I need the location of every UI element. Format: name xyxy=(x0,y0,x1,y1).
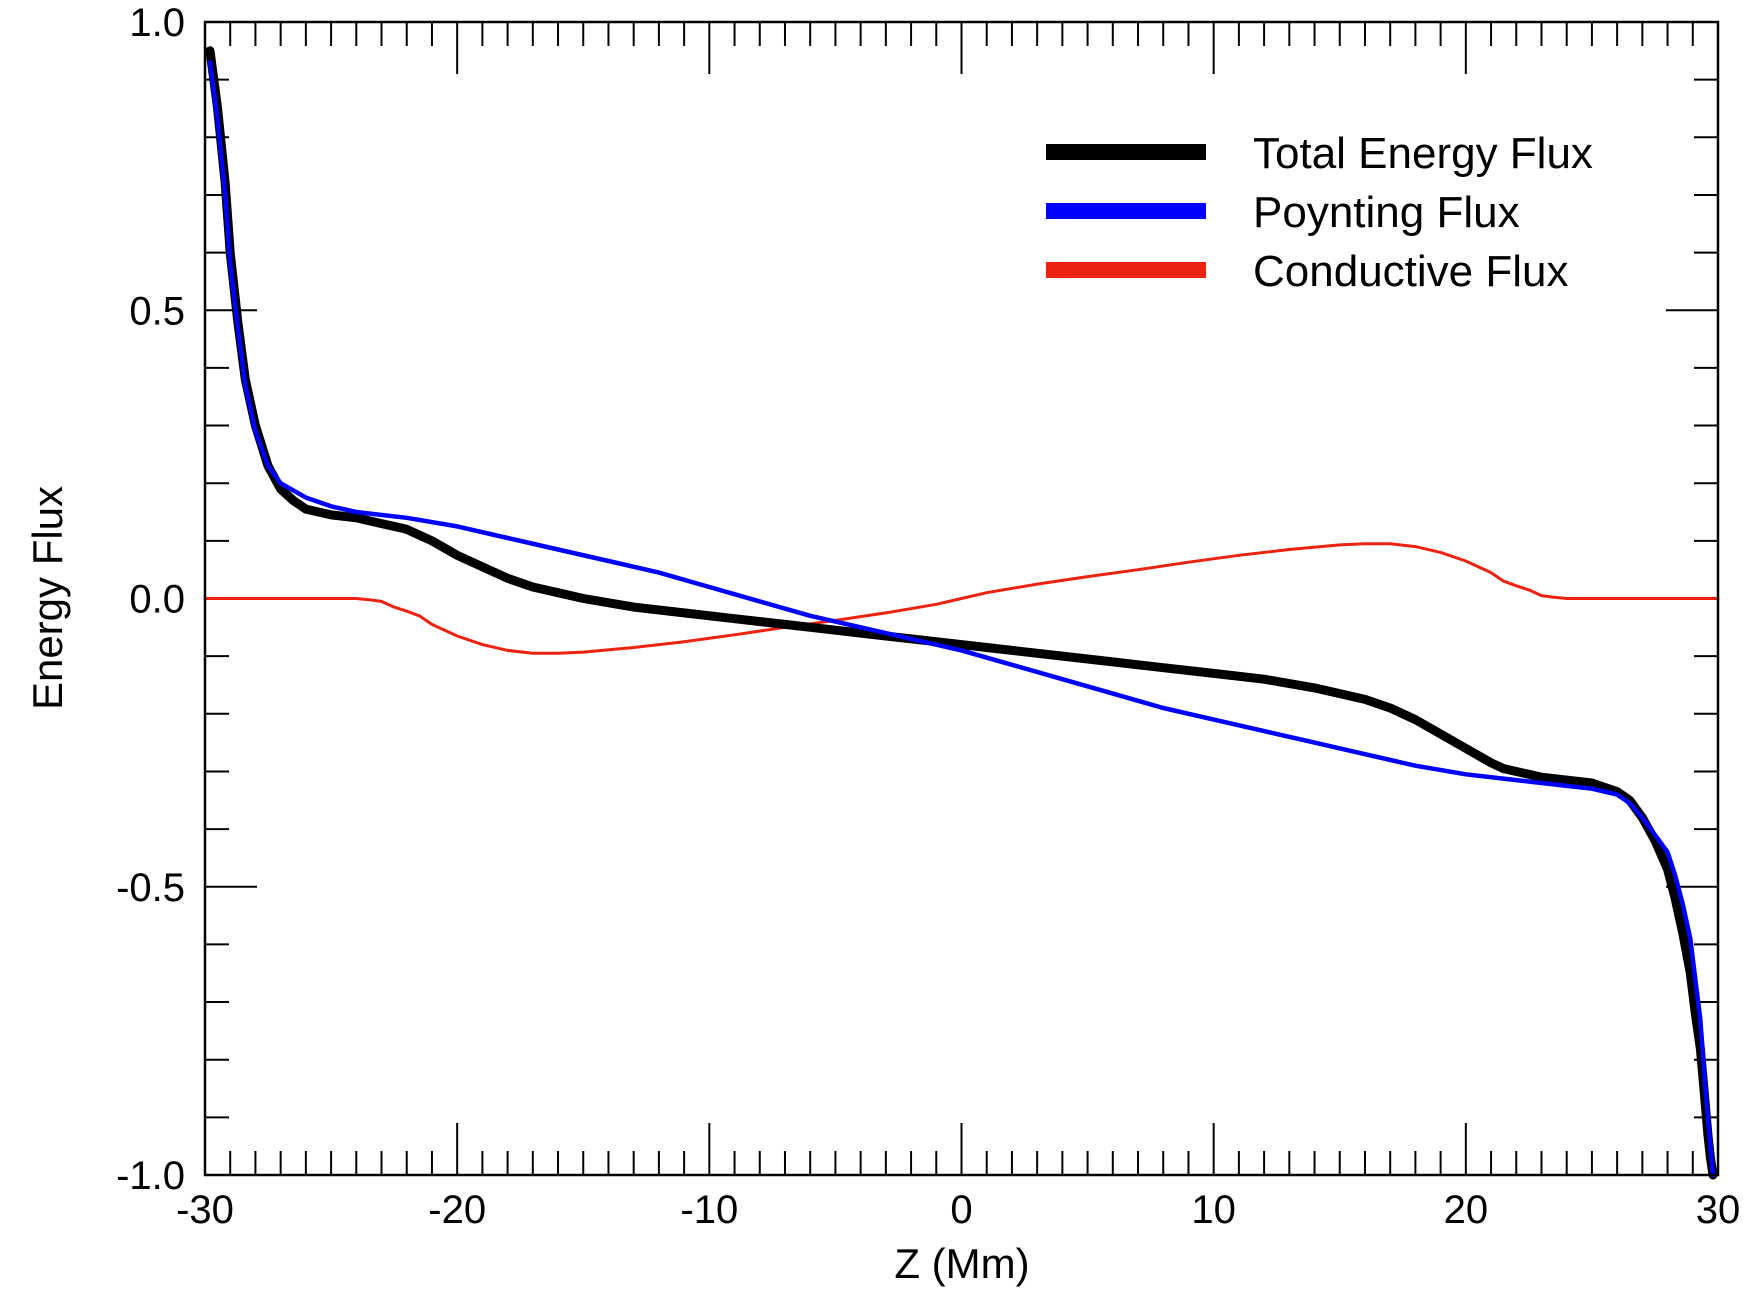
series-layer xyxy=(203,46,1720,1180)
y-tick-label: 1.0 xyxy=(129,1,185,45)
x-tick-label: 30 xyxy=(1696,1188,1741,1232)
legend-label: Poynting Flux xyxy=(1253,188,1520,237)
x-tick-label: 20 xyxy=(1444,1188,1489,1232)
series-line-total-energy-flux xyxy=(205,46,1718,1180)
x-tick-label: -10 xyxy=(680,1188,738,1232)
x-tick-labels: -30 -20 -10 0 10 20 30 xyxy=(176,1188,1740,1232)
series-line-poynting-flux xyxy=(207,60,1716,1178)
legend-label: Total Energy Flux xyxy=(1253,129,1593,178)
y-axis-title: Energy Flux xyxy=(24,486,71,710)
legend: Total Energy Flux Poynting Flux Conductive… xyxy=(1046,129,1593,296)
x-tick-label: 10 xyxy=(1191,1188,1236,1232)
plot-frame xyxy=(203,20,1720,1177)
legend-label: Conductive Flux xyxy=(1253,247,1568,296)
series-line-conductive-flux xyxy=(203,542,1720,655)
y-tick-label: 0.0 xyxy=(129,578,185,622)
y-tick-label: -1.0 xyxy=(116,1154,185,1198)
y-tick-label: -0.5 xyxy=(116,866,185,910)
x-axis-title: Z (Mm) xyxy=(894,1240,1029,1287)
x-tick-label: -30 xyxy=(176,1188,234,1232)
x-tick-label: -20 xyxy=(428,1188,486,1232)
y-tick-labels: -1.0 -0.5 0.0 0.5 1.0 xyxy=(116,1,185,1198)
y-tick-label: 0.5 xyxy=(129,289,185,333)
x-tick-label: 0 xyxy=(950,1188,972,1232)
minor-ticks xyxy=(205,22,1718,1175)
